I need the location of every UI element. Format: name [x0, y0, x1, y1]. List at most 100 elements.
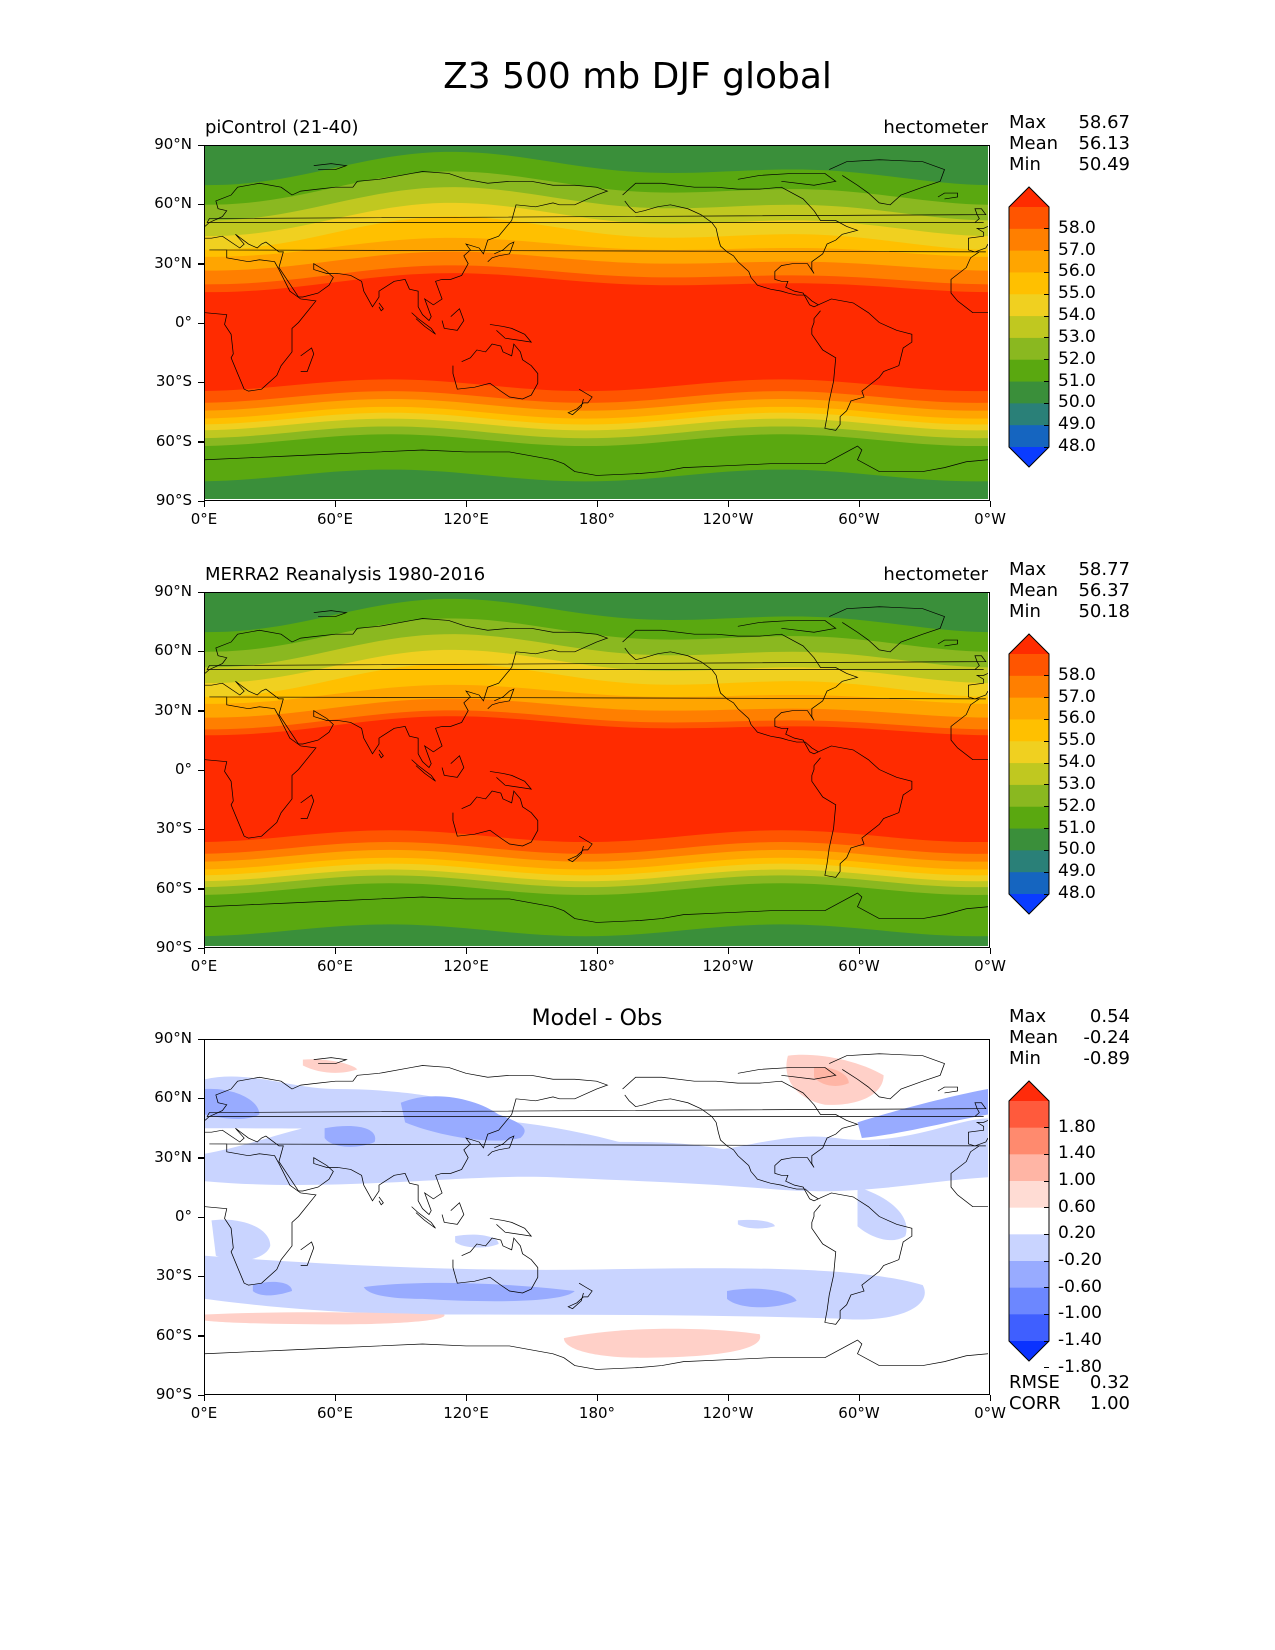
colorbar-label: 57.0 — [1058, 686, 1096, 707]
panel3-title: Model - Obs — [531, 1006, 663, 1031]
coastline-segment — [205, 171, 609, 322]
coastline-segment — [206, 1102, 987, 1117]
coastline-segment — [205, 618, 609, 769]
colorbar-tick — [1044, 784, 1049, 786]
lon-tick-label: 60°W — [838, 510, 880, 528]
panel2-left-title: MERRA2 Reanalysis 1980-2016 — [205, 564, 486, 585]
stat-value: 0.54 — [1089, 1006, 1130, 1027]
panel1-contour-field — [205, 146, 988, 499]
coastline-segment — [489, 1218, 533, 1237]
lon-tick — [596, 501, 598, 507]
coastline-segment — [300, 347, 315, 372]
lat-tick-label: 60°N — [154, 1088, 192, 1107]
coastline-segment — [411, 312, 436, 335]
stat-value: 50.49 — [1078, 154, 1130, 175]
coastline-segment — [205, 892, 988, 923]
colorbar-outline — [1008, 633, 1050, 915]
colorbar-label: -1.80 — [1058, 1356, 1102, 1377]
diff-region — [857, 1187, 907, 1241]
diff-region — [400, 1096, 525, 1141]
colorbar-label: 56.0 — [1058, 261, 1096, 282]
colorbar-segment — [1009, 697, 1049, 720]
colorbar-label: 52.0 — [1058, 348, 1096, 369]
colorbar-segment — [1009, 337, 1049, 361]
colorbar-tick — [1044, 1313, 1049, 1315]
lat-tick-label: 0° — [174, 1207, 192, 1225]
colorbar-segment — [1009, 872, 1049, 895]
diff-region — [205, 1312, 445, 1325]
coastline-segment — [487, 688, 515, 709]
lat-tick-label: 30°S — [155, 819, 192, 838]
colorbar-tick — [1044, 446, 1049, 448]
colorbar-segment — [1009, 828, 1049, 851]
lon-tick — [727, 1395, 729, 1401]
colorbar — [1008, 633, 1050, 915]
lon-tick-label: 120°W — [702, 1404, 754, 1422]
colorbar-label: -0.20 — [1058, 1250, 1102, 1270]
coastline-segment — [441, 1202, 465, 1225]
diff-region — [455, 1234, 499, 1248]
colorbar-segment — [1009, 806, 1049, 830]
lon-tick — [858, 948, 860, 954]
coastline-segment — [567, 835, 593, 863]
lat-tick — [198, 322, 204, 324]
colorbar-extend-max — [1009, 1081, 1049, 1101]
colorbar-segment — [1009, 272, 1049, 295]
colorbar-tick — [1044, 806, 1049, 808]
stat-label: Min — [1009, 1048, 1041, 1069]
colorbar-tick — [1044, 1127, 1049, 1129]
colorbar-label: 49.0 — [1058, 861, 1096, 882]
lat-tick — [198, 1216, 204, 1218]
colorbar-segment — [1009, 1154, 1049, 1182]
coastline-segment — [452, 1237, 539, 1294]
colorbar-segment — [1009, 741, 1049, 764]
diff-region — [302, 1059, 358, 1073]
stat-value: 1.00 — [1089, 1393, 1130, 1414]
colorbar-tick — [1044, 697, 1049, 699]
colorbar-label: 51.0 — [1058, 817, 1096, 838]
lat-tick-label: 90°N — [154, 135, 192, 153]
coastline-segment — [968, 1120, 988, 1147]
colorbar-extend-min — [1009, 447, 1049, 467]
lat-tick — [198, 710, 204, 712]
lon-tick-label: 0°E — [190, 510, 218, 528]
stat-label: Max — [1009, 559, 1047, 580]
colorbar-label: 0.20 — [1058, 1223, 1096, 1244]
diff-region — [727, 1288, 797, 1308]
colorbar-label: 58.0 — [1058, 664, 1096, 685]
colorbar-label: -0.60 — [1058, 1276, 1102, 1297]
coastline-segment — [205, 445, 988, 476]
colorbar-label: 56.0 — [1058, 708, 1096, 729]
stat-label: Max — [1009, 1006, 1047, 1027]
stat-label: CORR — [1009, 1393, 1061, 1414]
band--82 — [205, 924, 988, 946]
coastline-segment — [811, 298, 913, 431]
coastline-segment — [737, 620, 837, 633]
diff-region — [363, 1282, 575, 1302]
colorbar-tick — [1044, 740, 1049, 742]
colorbar-extend-max — [1009, 634, 1049, 654]
colorbar-segment — [1009, 228, 1049, 252]
lat-tick — [198, 1038, 204, 1040]
lat-tick-label: 60°N — [154, 194, 192, 213]
colorbar-segment — [1009, 250, 1049, 273]
colorbar-outline — [1008, 1080, 1050, 1362]
lat-tick-label: 0° — [174, 313, 192, 331]
lon-tick-label: 120°E — [443, 1404, 489, 1422]
coastline-segment — [411, 1206, 436, 1229]
contour-bands — [205, 593, 988, 946]
coastline-segment — [622, 182, 859, 308]
colorbar-label: 50.0 — [1058, 839, 1096, 860]
colorbar-segment — [1009, 1234, 1049, 1262]
coastline-segment — [313, 163, 348, 170]
colorbar-label: 53.0 — [1058, 773, 1096, 794]
diff-region — [211, 1219, 271, 1261]
diff-region — [814, 1067, 849, 1086]
coastline-segment — [205, 696, 988, 839]
lon-tick — [465, 948, 467, 954]
coastline-segment — [622, 1076, 859, 1202]
coastline-segment — [811, 745, 913, 878]
coastline-segment — [300, 794, 315, 819]
contour-bands — [205, 146, 988, 499]
colorbar-tick — [1044, 871, 1049, 873]
